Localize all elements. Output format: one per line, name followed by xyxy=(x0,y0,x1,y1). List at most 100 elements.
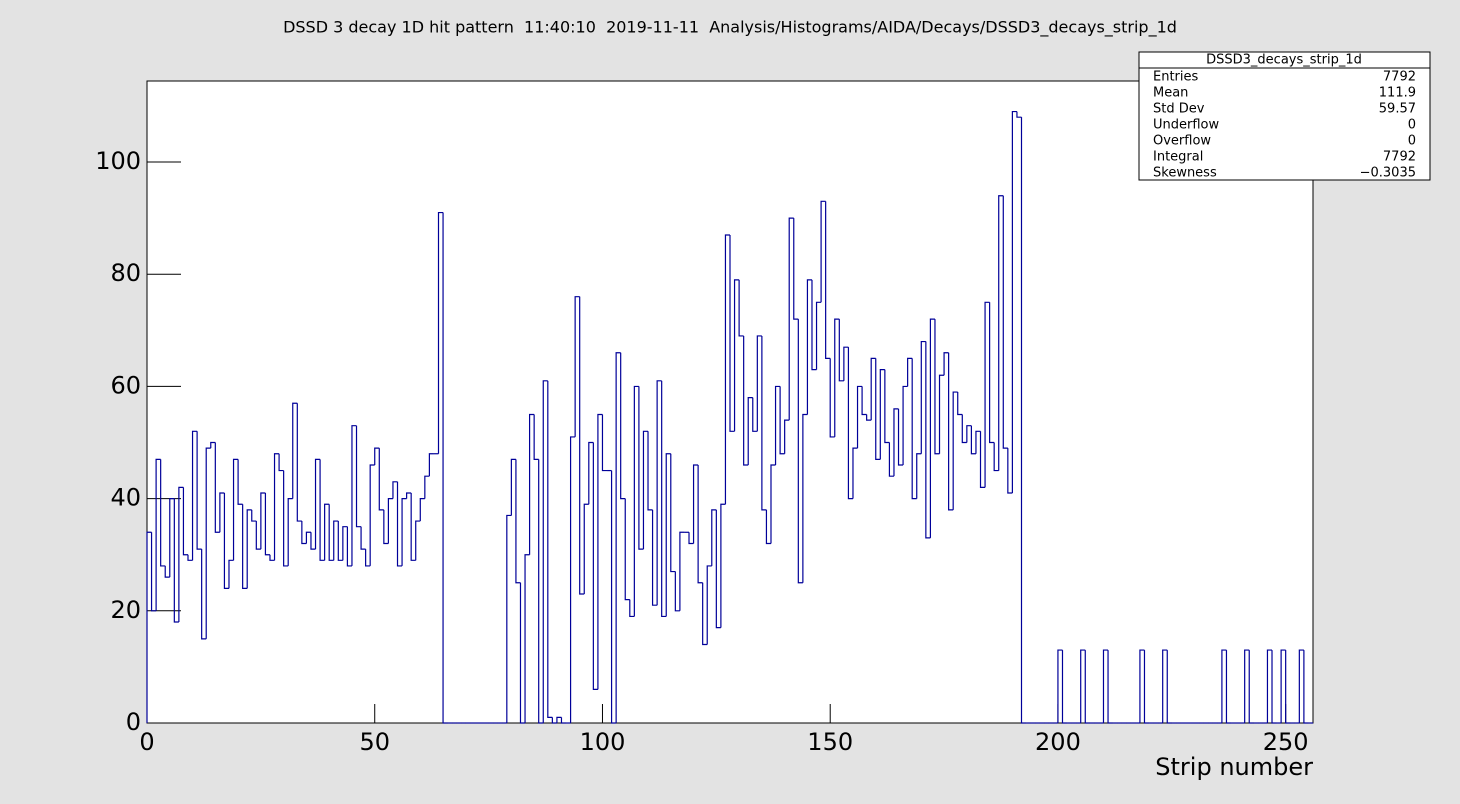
histogram-bin xyxy=(264,493,270,556)
histogram-bin xyxy=(255,521,261,550)
histogram-bin xyxy=(155,458,161,611)
histogram-bin xyxy=(765,509,771,545)
histogram-bin xyxy=(774,385,781,465)
histogram-bin xyxy=(752,397,758,432)
histogram-bin xyxy=(979,431,986,489)
histogram-bin xyxy=(1084,650,1090,724)
histogram-bin xyxy=(715,509,721,629)
histogram-bin xyxy=(173,498,179,623)
histogram-bin xyxy=(838,319,844,382)
histogram-bin xyxy=(948,352,954,511)
histogram-bin xyxy=(724,234,730,505)
histogram-bin xyxy=(1002,195,1008,449)
histogram-bin xyxy=(351,425,357,566)
histogram-bin xyxy=(875,358,881,460)
histogram-bin xyxy=(1020,117,1027,724)
histogram-bin xyxy=(419,498,425,522)
histogram-bin xyxy=(743,335,749,466)
y-tick-label: 80 xyxy=(110,259,141,287)
x-tick-label: 100 xyxy=(580,728,626,756)
histogram-bin xyxy=(310,532,316,550)
histogram-bin xyxy=(929,318,935,538)
histogram-bin xyxy=(943,352,949,376)
histogram-bin xyxy=(638,386,644,550)
histogram-bin xyxy=(396,481,403,567)
histogram-bin xyxy=(242,504,248,589)
histogram-bin xyxy=(301,521,307,545)
histogram-bin xyxy=(970,425,976,455)
histogram-bin xyxy=(797,319,803,584)
histogram-bin xyxy=(223,493,229,589)
histogram-bin xyxy=(989,302,995,444)
histogram-bin xyxy=(788,217,794,421)
histogram-bin xyxy=(296,403,302,522)
histogram-bin xyxy=(1303,650,1309,724)
stats-name: Skewness xyxy=(1153,166,1217,181)
histogram-bin xyxy=(346,526,352,567)
histogram-bin xyxy=(729,234,735,432)
histogram-bin xyxy=(283,470,289,567)
histogram-bin xyxy=(665,453,671,617)
histogram-bin xyxy=(706,565,712,645)
histogram-bin xyxy=(337,521,343,561)
histogram-bin xyxy=(406,492,412,499)
histogram-bin xyxy=(966,425,972,443)
histogram-bin xyxy=(355,425,362,528)
histogram-bin xyxy=(1102,649,1109,723)
histogram-bin xyxy=(1266,649,1273,723)
histogram-bin xyxy=(273,453,280,561)
stats-name: Underflow xyxy=(1153,118,1219,133)
histogram-bin xyxy=(196,431,202,550)
histogram-bin xyxy=(629,599,635,618)
stats-value: −0.3035 xyxy=(1360,166,1416,181)
stats-name: Integral xyxy=(1153,150,1203,165)
histogram-bin xyxy=(688,532,694,545)
histogram-bin xyxy=(150,532,157,612)
histogram-bin xyxy=(806,279,812,415)
histogram-bin xyxy=(975,430,981,454)
y-tick-label: 0 xyxy=(126,708,141,736)
histogram-bin xyxy=(702,582,708,646)
histogram-bin xyxy=(1244,649,1250,723)
histogram-bin xyxy=(365,549,371,567)
histogram-bin xyxy=(866,414,872,421)
x-tick-label: 150 xyxy=(807,728,853,756)
stats-name: Mean xyxy=(1153,86,1188,101)
histogram-bin xyxy=(633,385,639,617)
histogram-bin xyxy=(893,408,899,477)
histogram-bin xyxy=(1143,650,1150,724)
histogram-bin xyxy=(1061,650,1068,724)
histogram-bin xyxy=(1225,650,1232,724)
histogram-bin xyxy=(852,447,858,499)
histogram-bin xyxy=(269,554,275,561)
stats-frame xyxy=(1138,51,1431,181)
histogram-bin xyxy=(342,526,348,561)
stats-box: DSSD3_decays_strip_1d Entries 7792 Mean 111… xyxy=(1138,51,1431,181)
histogram-bin xyxy=(260,492,266,550)
histogram-bin xyxy=(160,459,166,567)
histogram-bin xyxy=(1139,649,1145,723)
histogram-bin xyxy=(642,430,649,550)
histogram-bin xyxy=(811,279,817,371)
histogram-bin xyxy=(333,520,339,561)
x-tick-label: 250 xyxy=(1263,728,1309,756)
histogram-bin xyxy=(146,531,152,723)
histogram-bin xyxy=(524,554,530,723)
histogram-bin xyxy=(533,414,539,460)
histogram-bin xyxy=(592,442,598,690)
stats-title: DSSD3_decays_strip_1d xyxy=(1206,53,1362,68)
histogram-bin xyxy=(1280,649,1286,723)
histogram-bin xyxy=(1285,650,1291,724)
histogram-bin xyxy=(738,279,744,337)
histogram-bin xyxy=(870,357,876,421)
histogram-bin xyxy=(369,464,375,566)
histogram-bin xyxy=(205,447,211,639)
histogram-bin xyxy=(191,430,198,561)
stats-value: 0 xyxy=(1408,118,1416,133)
histogram-bin xyxy=(961,414,967,444)
histogram-bin xyxy=(784,419,790,454)
histogram-bin xyxy=(169,498,175,578)
x-tick-label: 50 xyxy=(359,728,390,756)
